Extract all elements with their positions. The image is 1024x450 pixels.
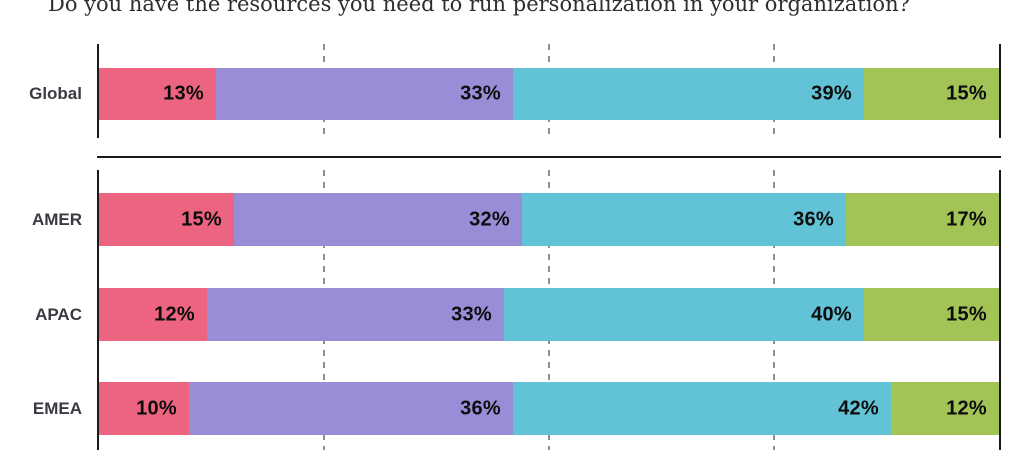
segment-value-label: 10% bbox=[136, 397, 177, 419]
bar-segment-teal: 39% bbox=[513, 68, 864, 120]
segment-value-label: 42% bbox=[838, 397, 879, 419]
bar-segment-pink: 12% bbox=[99, 288, 207, 341]
segment-value-label: 13% bbox=[163, 82, 204, 105]
bar-segment-teal: 36% bbox=[522, 193, 846, 246]
segment-value-label: 36% bbox=[460, 397, 501, 419]
stacked-bar-apac: 12% 33% 40% 15% bbox=[99, 288, 999, 341]
bar-row-apac: APAC 12% 33% 40% 15% bbox=[35, 288, 999, 341]
bar-segment-pink: 15% bbox=[99, 193, 234, 246]
bar-segment-green: 17% bbox=[846, 193, 999, 246]
bar-segment-purple: 36% bbox=[189, 382, 513, 435]
bar-segment-teal: 40% bbox=[504, 288, 864, 341]
segment-value-label: 15% bbox=[181, 208, 222, 230]
bar-row-amer: AMER 15% 32% 36% 17% bbox=[32, 193, 999, 246]
segment-value-label: 36% bbox=[793, 208, 834, 230]
chart-title: Do you have the resources you need to ru… bbox=[48, 0, 910, 16]
bar-segment-green: 15% bbox=[864, 68, 999, 120]
bar-segment-purple: 33% bbox=[216, 68, 513, 120]
segment-value-label: 12% bbox=[154, 303, 195, 325]
global-regions-divider bbox=[97, 156, 1001, 158]
bar-segment-pink: 10% bbox=[99, 382, 189, 435]
segment-value-label: 39% bbox=[811, 82, 852, 105]
bar-segment-green: 12% bbox=[891, 382, 999, 435]
segment-value-label: 17% bbox=[946, 208, 987, 230]
segment-value-label: 15% bbox=[946, 303, 987, 325]
bar-segment-pink: 13% bbox=[99, 68, 216, 120]
bar-segment-green: 15% bbox=[864, 288, 999, 341]
segment-value-label: 33% bbox=[451, 303, 492, 325]
stacked-bar-emea: 10% 36% 42% 12% bbox=[99, 382, 999, 435]
segment-value-label: 33% bbox=[460, 82, 501, 105]
bar-segment-purple: 32% bbox=[234, 193, 522, 246]
chart-group-regions: AMER 15% 32% 36% 17% APAC 12% 33% 40% 15% EMEA 10% 3… bbox=[32, 170, 1001, 450]
segment-value-label: 15% bbox=[946, 82, 987, 105]
row-label-global: Global bbox=[29, 84, 82, 103]
segment-value-label: 32% bbox=[469, 208, 510, 230]
segment-value-label: 12% bbox=[946, 397, 987, 419]
stacked-bar-global: 13% 33% 39% 15% bbox=[99, 68, 999, 120]
segment-value-label: 40% bbox=[811, 303, 852, 325]
row-label-amer: AMER bbox=[31, 209, 82, 229]
bar-row-emea: EMEA 10% 36% 42% 12% bbox=[33, 382, 999, 435]
chart-group-global: Global 13% 33% 39% 15% bbox=[29, 44, 1001, 138]
row-label-emea: EMEA bbox=[32, 398, 82, 418]
row-label-apac: APAC bbox=[35, 304, 82, 324]
bar-row-global: Global 13% 33% 39% 15% bbox=[29, 68, 999, 120]
bar-segment-purple: 33% bbox=[207, 288, 504, 341]
stacked-bar-amer: 15% 32% 36% 17% bbox=[99, 193, 999, 246]
bar-segment-teal: 42% bbox=[513, 382, 891, 435]
